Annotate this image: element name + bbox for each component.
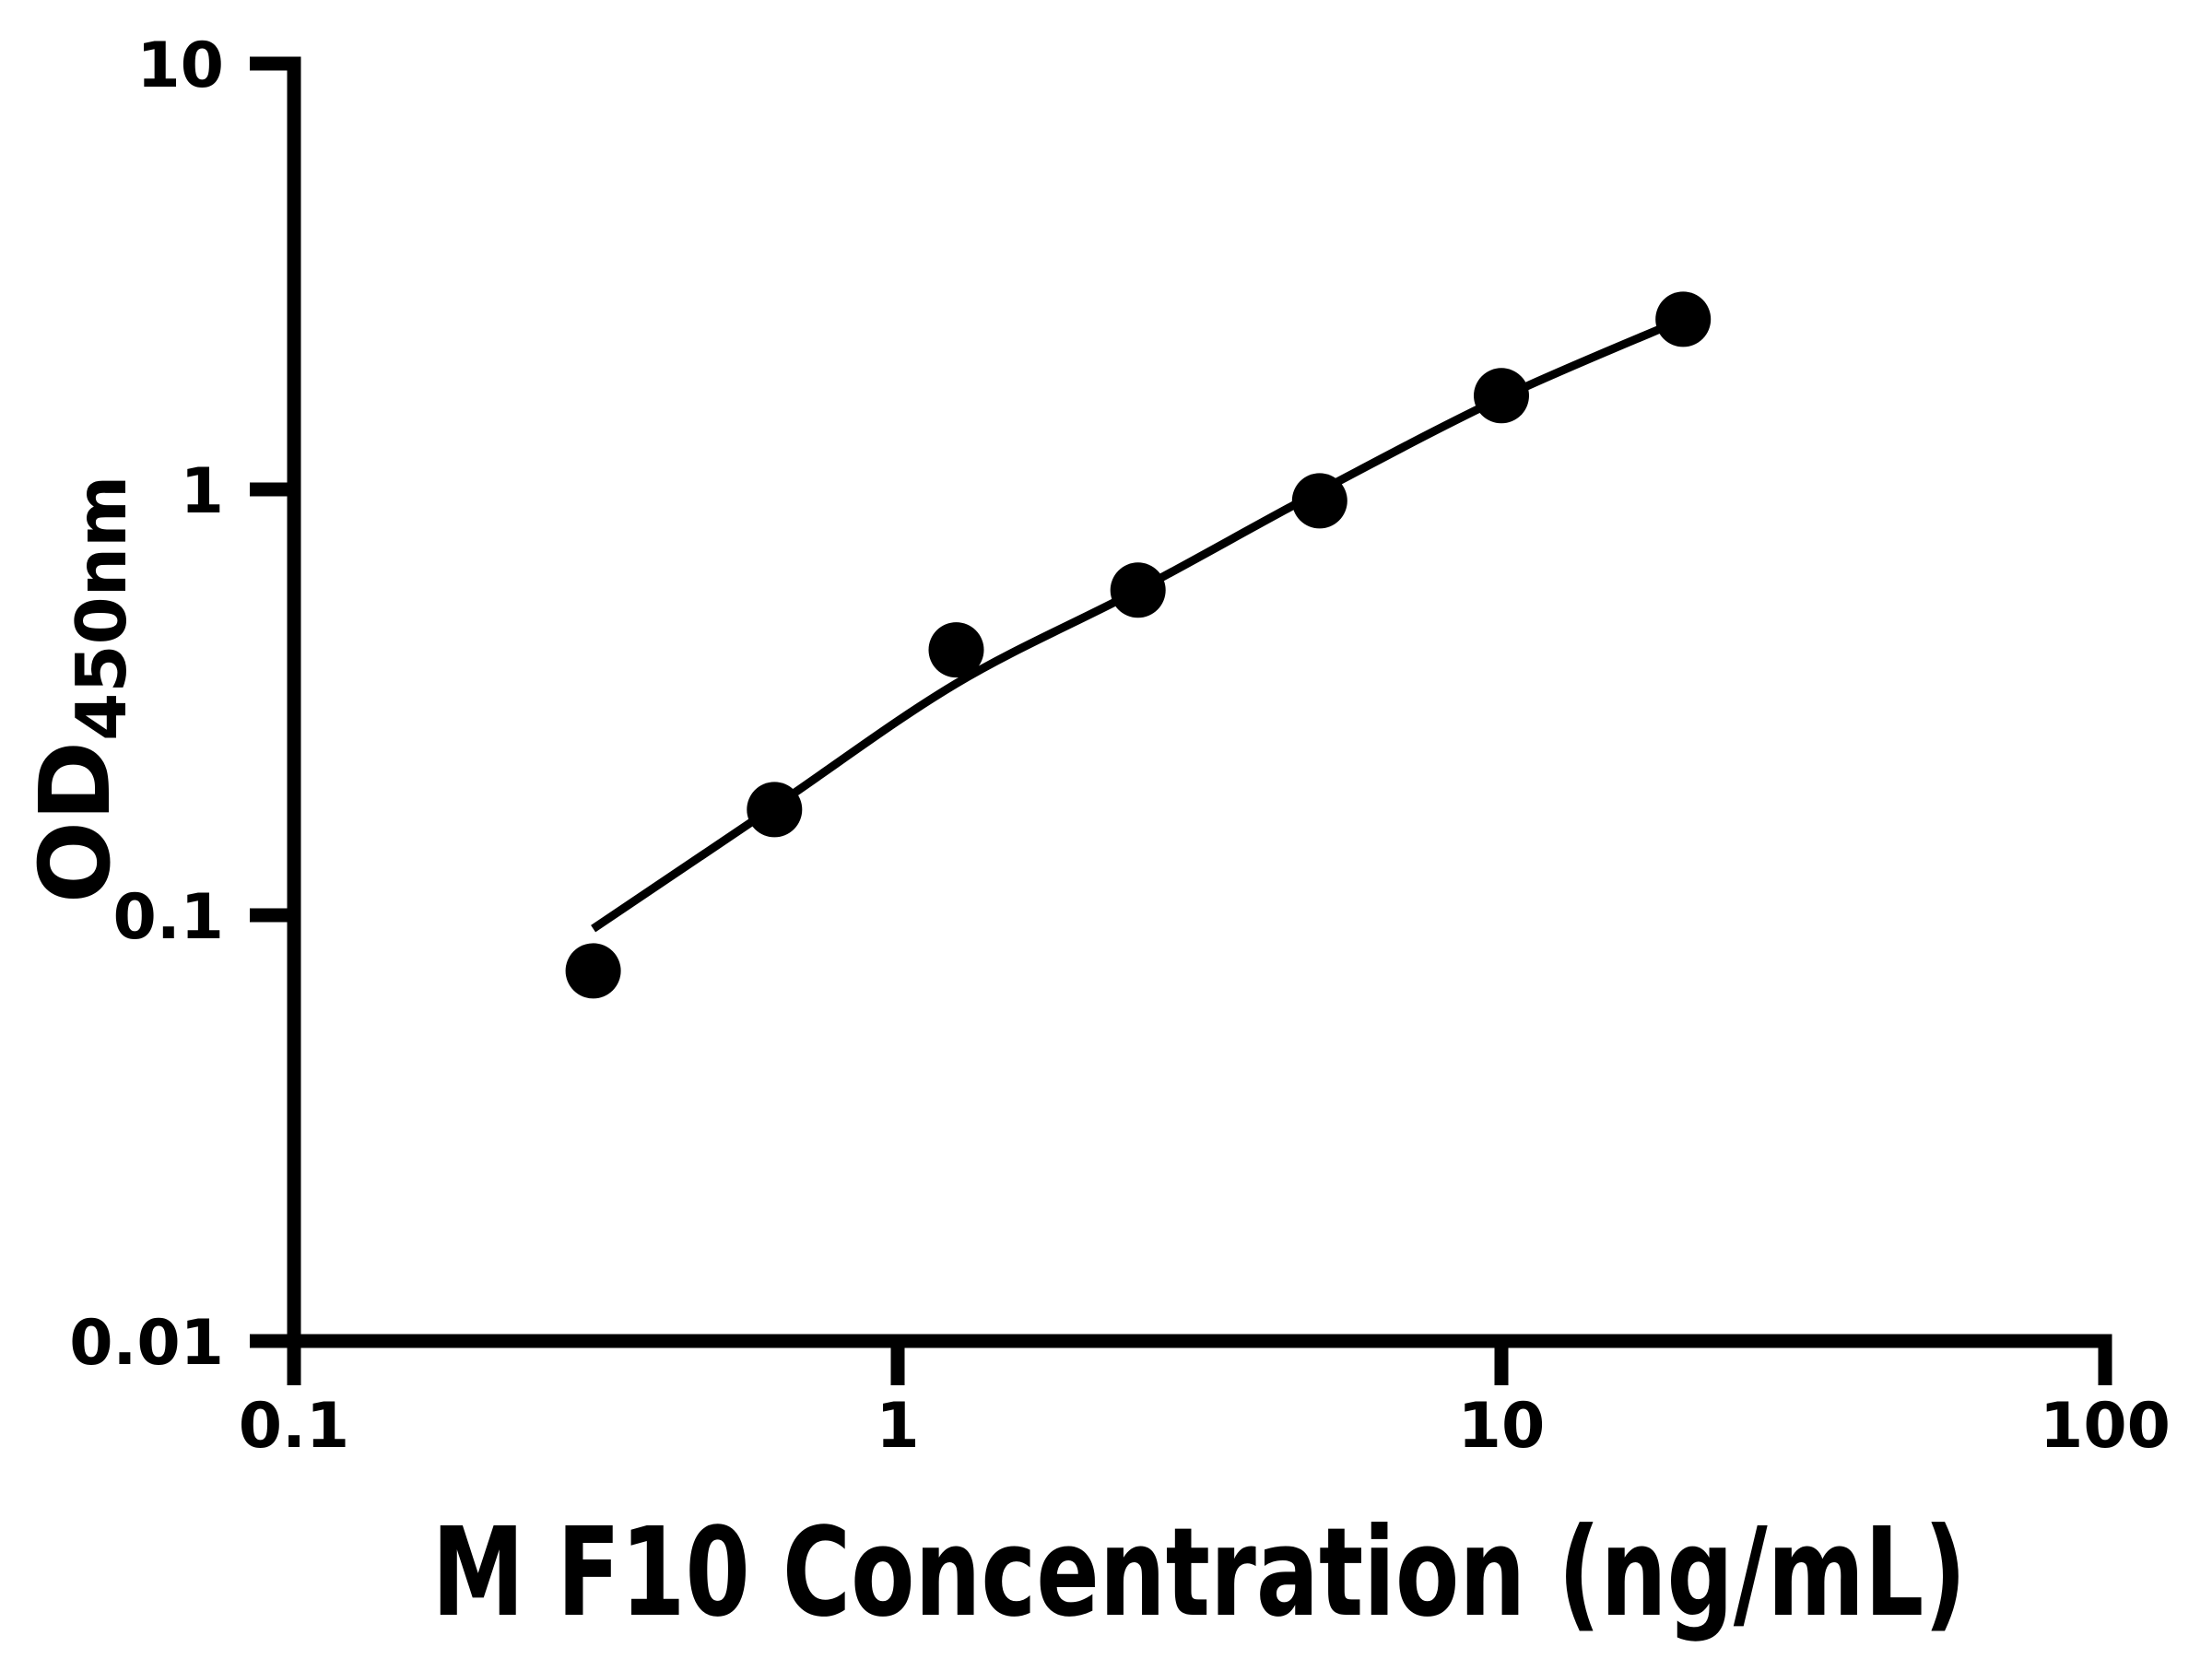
y-tick-label: 0.01 [69,1307,224,1380]
y-axis-title: OD450nm [19,476,142,904]
data-point [747,782,803,838]
y-axis-title-subscript: 450nm [61,476,142,741]
x-tick-label: 1 [876,1390,919,1463]
data-point [565,943,621,999]
data-point [1110,562,1166,618]
y-axis-title-main: OD [19,741,132,903]
x-tick-label: 0.1 [239,1390,349,1463]
x-axis-title: M F10 Concentration (ng/mL) [432,1502,1967,1644]
y-axis-ticks [250,56,301,1348]
data-point [1291,473,1347,529]
x-tick-label: 100 [2040,1390,2171,1463]
y-axis-tick-labels: 0.01 0.1 1 10 [69,29,224,1380]
y-tick-label: 0.1 [113,881,224,954]
x-tick-label: 10 [1458,1390,1546,1463]
x-axis-ticks [287,1341,2112,1385]
y-tick-label: 1 [181,455,224,528]
data-points [565,291,1712,999]
data-point [1474,368,1529,424]
data-point [928,622,984,678]
x-axis-tick-labels: 0.1 1 10 100 [239,1390,2171,1463]
y-tick-label: 10 [136,29,224,102]
data-point [1655,291,1712,347]
